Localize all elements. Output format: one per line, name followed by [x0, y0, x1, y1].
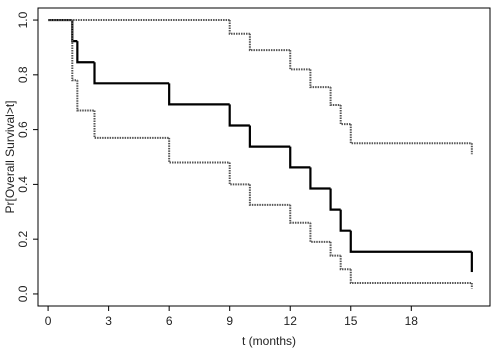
y-tick-label: 0.0	[16, 285, 30, 302]
survival-step	[71, 20, 78, 82]
x-tick-label: 0	[45, 314, 52, 328]
x-tick-label: 18	[405, 314, 419, 328]
survival-step	[309, 167, 331, 190]
x-tick-label: 9	[226, 314, 233, 328]
x-axis-label: t (months)	[242, 334, 296, 348]
survival-step	[228, 104, 250, 127]
survival-step	[289, 50, 311, 71]
survival-step	[339, 255, 351, 271]
survival-step	[329, 188, 341, 211]
survival-step	[289, 146, 311, 169]
survival-step	[228, 20, 250, 35]
survival-step	[93, 62, 170, 85]
x-tick-label: 6	[166, 314, 173, 328]
survival-step	[76, 80, 95, 112]
survival-step	[248, 33, 291, 52]
survival-step	[349, 124, 472, 145]
survival-step	[349, 230, 472, 253]
survival-step	[339, 104, 351, 126]
y-tick-label: 0.4	[16, 176, 30, 193]
survival-step	[289, 204, 311, 224]
plot-frame	[37, 7, 491, 307]
x-tick-label: 12	[284, 314, 298, 328]
survival-step	[168, 137, 230, 164]
y-tick-label: 0.8	[16, 66, 30, 83]
y-tick-label: 1.0	[16, 11, 30, 28]
y-axis-label: Pr[Overall Survival>t]	[3, 100, 17, 213]
y-tick-label: 0.6	[16, 121, 30, 138]
survival-step	[93, 110, 170, 139]
x-tick-label: 15	[344, 314, 358, 328]
survival-step	[309, 69, 331, 89]
survival-step	[248, 184, 291, 206]
survival-step	[228, 162, 250, 186]
survival-step	[76, 41, 95, 64]
survival-step	[168, 83, 230, 106]
survival-step	[339, 209, 351, 232]
survival-step	[329, 241, 341, 257]
survival-step	[349, 269, 472, 284]
survival-step	[309, 222, 331, 243]
survival-step	[248, 125, 291, 148]
x-tick-label: 3	[105, 314, 112, 328]
y-tick-label: 0.2	[16, 231, 30, 248]
survival-step	[329, 87, 341, 106]
